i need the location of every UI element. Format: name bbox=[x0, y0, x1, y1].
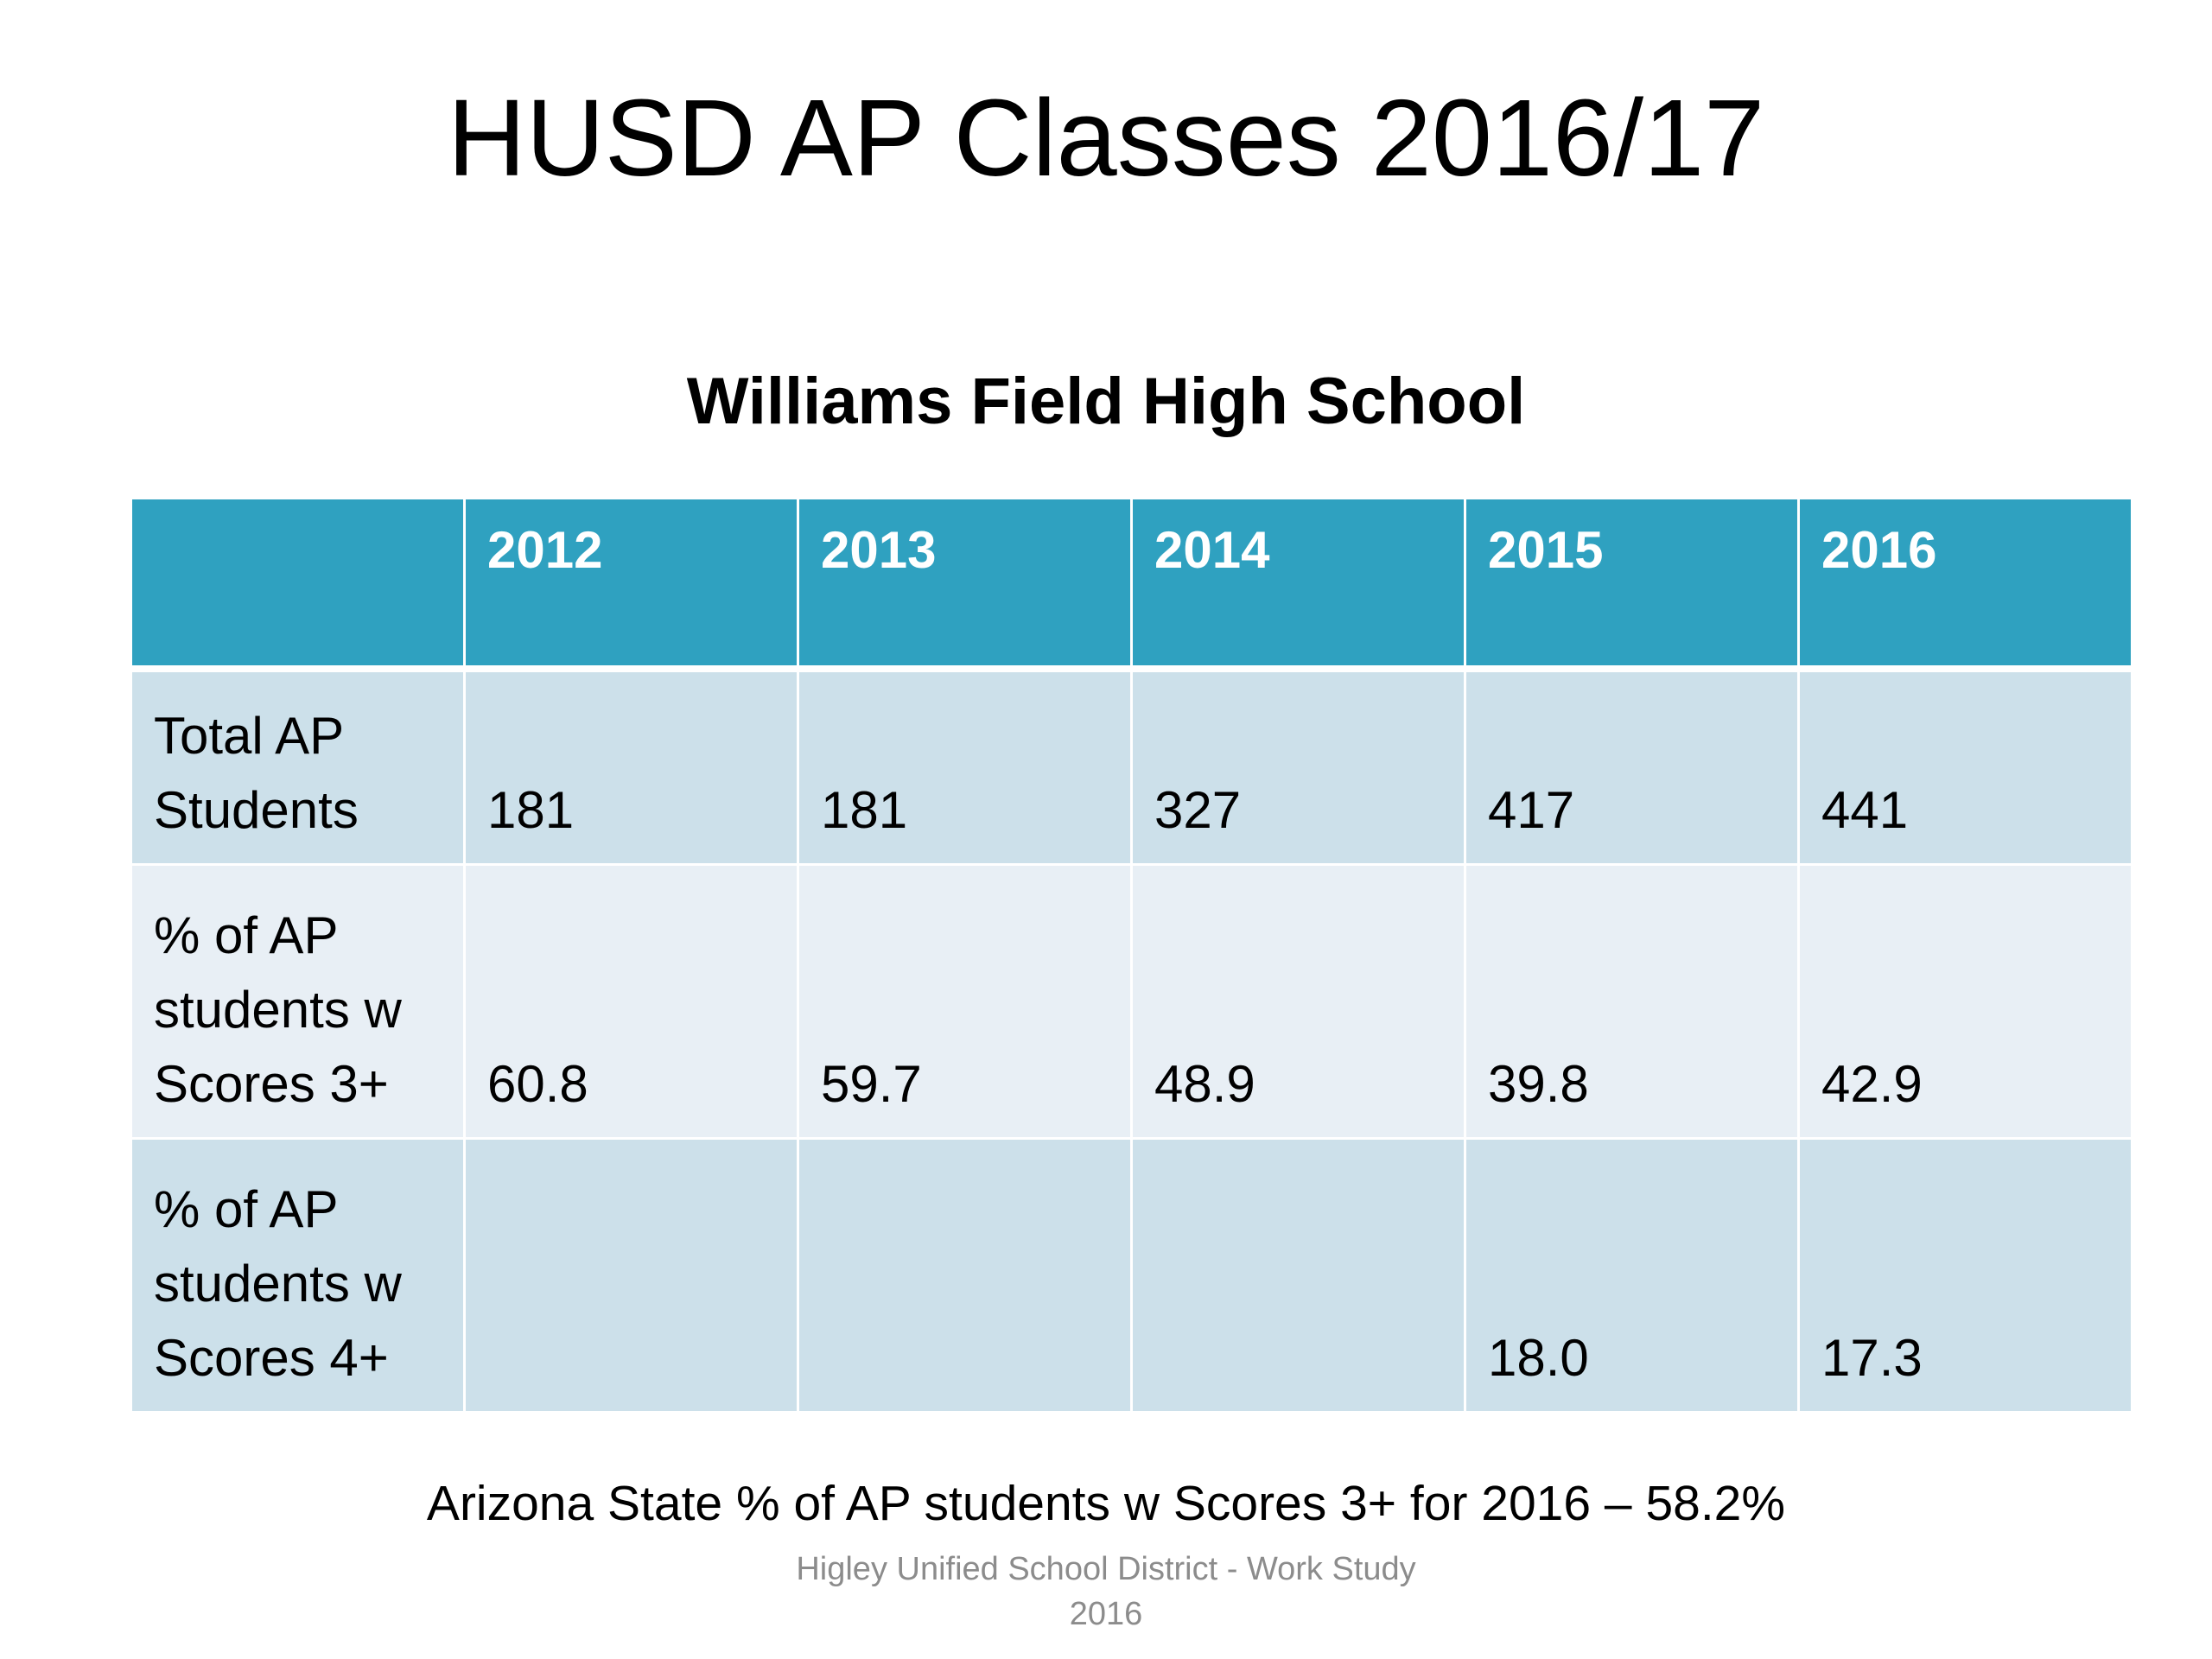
cell-3plus-2013: 59.7 bbox=[797, 863, 1133, 1140]
row-label-total-students: Total AP Students bbox=[130, 667, 466, 866]
cell-4plus-2016: 17.3 bbox=[1797, 1137, 2133, 1414]
footer-year: 2016 bbox=[1069, 1596, 1143, 1632]
cell-total-2012: 181 bbox=[463, 667, 799, 866]
header-year-2012: 2012 bbox=[463, 499, 799, 672]
slide-footer: Higley Unified School District - Work St… bbox=[0, 1547, 2212, 1637]
table-row-scores-4plus: % of AP students w Scores 4+ 18.0 17.3 bbox=[130, 1137, 2133, 1414]
cell-3plus-2012: 60.8 bbox=[463, 863, 799, 1140]
cell-total-2016: 441 bbox=[1797, 667, 2133, 866]
cell-3plus-2016: 42.9 bbox=[1797, 863, 2133, 1140]
cell-total-2014: 327 bbox=[1130, 667, 1466, 866]
table-row-scores-3plus: % of AP students w Scores 3+ 60.8 59.7 4… bbox=[130, 863, 2133, 1140]
footer-district: Higley Unified School District - Work St… bbox=[796, 1551, 1416, 1587]
cell-4plus-2014 bbox=[1130, 1137, 1466, 1414]
table-row-total-students: Total AP Students 181 181 327 417 441 bbox=[130, 667, 2133, 866]
header-year-2013: 2013 bbox=[797, 499, 1133, 672]
cell-3plus-2015: 39.8 bbox=[1464, 863, 1800, 1140]
cell-4plus-2012 bbox=[463, 1137, 799, 1414]
header-year-2014: 2014 bbox=[1130, 499, 1466, 672]
header-corner-cell bbox=[130, 499, 466, 672]
row-label-scores-4plus: % of AP students w Scores 4+ bbox=[130, 1137, 466, 1414]
row-label-scores-3plus: % of AP students w Scores 3+ bbox=[130, 863, 466, 1140]
table-header-row: 2012 2013 2014 2015 2016 bbox=[130, 499, 2133, 672]
header-year-2016: 2016 bbox=[1797, 499, 2133, 672]
cell-total-2013: 181 bbox=[797, 667, 1133, 866]
cell-3plus-2014: 48.9 bbox=[1130, 863, 1466, 1140]
cell-4plus-2015: 18.0 bbox=[1464, 1137, 1800, 1414]
ap-results-table: 2012 2013 2014 2015 2016 Total AP Studen… bbox=[130, 499, 2133, 1414]
header-year-2015: 2015 bbox=[1464, 499, 1800, 672]
school-name: Williams Field High School bbox=[686, 365, 1526, 438]
cell-total-2015: 417 bbox=[1464, 667, 1800, 866]
slide-title: HUSD AP Classes 2016/17 bbox=[447, 77, 1765, 199]
cell-4plus-2013 bbox=[797, 1137, 1133, 1414]
arizona-state-note: Arizona State % of AP students w Scores … bbox=[426, 1476, 1786, 1531]
